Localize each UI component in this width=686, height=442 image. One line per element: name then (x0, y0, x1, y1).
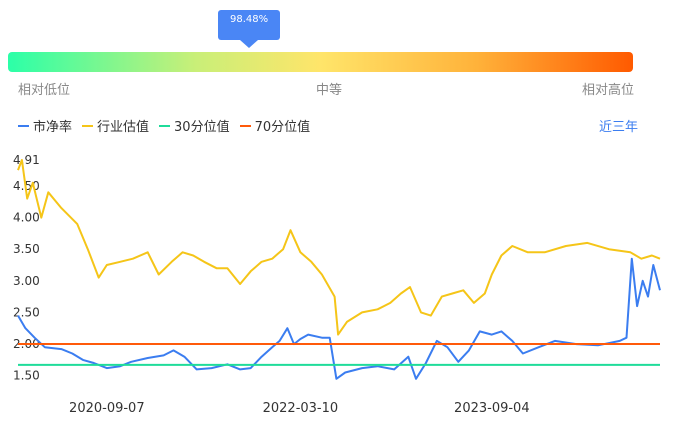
chart-legend: 市净率 行业估值 30分位值 70分位值 (18, 116, 310, 135)
legend-label-pb: 市净率 (33, 120, 73, 135)
gauge-high-label: 相对高位 (582, 83, 635, 98)
gauge-mid-label: 中等 (316, 83, 343, 98)
x-tick-label: 2020-09-07 (69, 401, 145, 416)
legend-item-p70[interactable]: 70分位值 (239, 116, 311, 135)
y-tick-label: 3.00 (13, 274, 40, 288)
legend-item-industry[interactable]: 行业估值 (82, 116, 149, 135)
y-tick-label: 1.50 (13, 369, 40, 383)
percentile-gauge-bar (8, 52, 633, 72)
y-tick-label: 3.50 (13, 242, 40, 256)
series-line-0 (17, 257, 661, 380)
legend-label-p30: 30分位值 (174, 120, 230, 135)
valuation-line-chart: 4.914.504.003.503.002.502.001.50 2020-09… (13, 153, 661, 416)
chart-series (17, 159, 661, 380)
legend-swatch-industry (82, 124, 94, 127)
x-tick-label: 2023-09-04 (454, 401, 530, 416)
x-tick-label: 2022-03-10 (263, 401, 339, 416)
x-axis-ticks: 2020-09-07 2022-03-10 2023-09-04 (69, 401, 530, 416)
gauge-low-label: 相对低位 (18, 83, 71, 98)
legend-item-p30[interactable]: 30分位值 (159, 116, 230, 135)
legend-swatch-p70 (239, 124, 251, 127)
legend-label-p70: 70分位值 (254, 120, 311, 135)
range-selector-3y[interactable]: 近三年 (599, 120, 639, 135)
current-value-tooltip: 98.48% (218, 10, 281, 48)
legend-label-industry: 行业估值 (97, 120, 150, 135)
legend-swatch-p30 (159, 124, 171, 127)
y-tick-label: 4.91 (13, 153, 40, 167)
y-tick-label: 2.50 (13, 305, 40, 319)
legend-item-pb[interactable]: 市净率 (18, 116, 72, 135)
legend-swatch-pb (18, 124, 29, 127)
series-line-1 (17, 159, 661, 336)
y-tick-label: 4.00 (13, 211, 40, 225)
